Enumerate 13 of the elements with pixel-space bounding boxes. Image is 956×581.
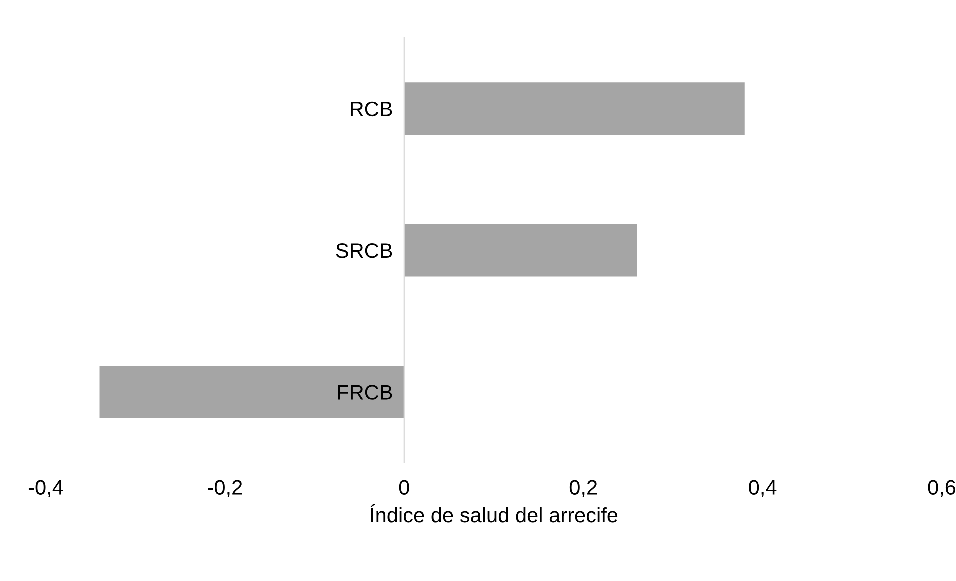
- x-tick-label: -0,4: [28, 480, 64, 498]
- bar: [100, 366, 404, 418]
- y-tick-label: RCB: [351, 102, 392, 117]
- bar: [404, 82, 745, 136]
- x-tick-label: 0,6: [928, 480, 956, 498]
- x-tick-label: -0,2: [208, 480, 242, 498]
- x-tick-label: 0,4: [749, 480, 777, 498]
- y-tick-label: SRCB: [336, 244, 392, 258]
- x-axis-title: Índice de salud del arrecife: [370, 504, 618, 523]
- y-tick-label: FRCB: [338, 385, 392, 400]
- bar: [404, 224, 638, 277]
- x-tick-label: 0: [399, 480, 410, 495]
- x-tick-label: 0,2: [570, 480, 598, 498]
